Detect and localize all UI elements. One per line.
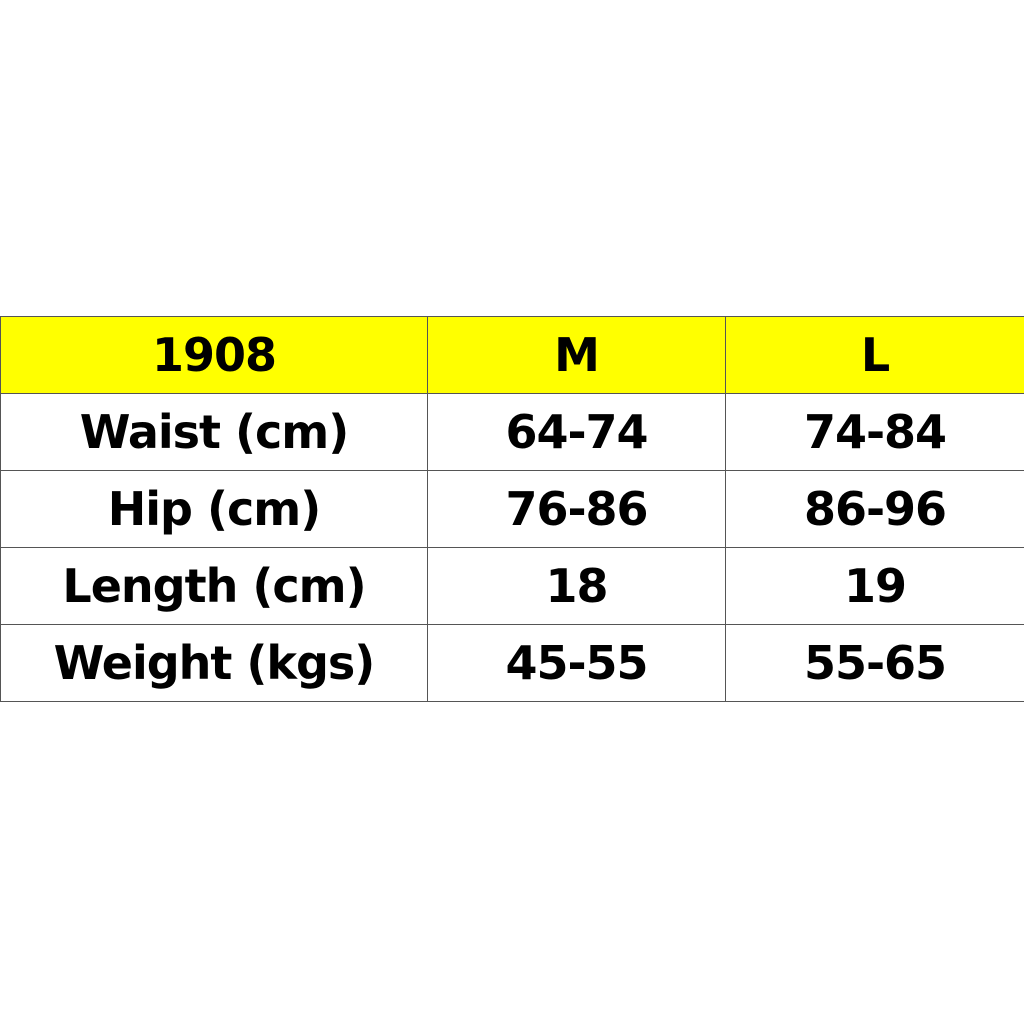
cell-m: 45-55 [427,624,726,702]
table-row: Length (cm) 18 19 [0,547,1024,625]
cell-l: 19 [725,547,1024,625]
header-model: 1908 [0,316,428,394]
cell-m: 76-86 [427,470,726,548]
row-label: Length (cm) [0,547,428,625]
row-label: Weight (kgs) [0,624,428,702]
table-row: Weight (kgs) 45-55 55-65 [0,624,1024,702]
table-row: Waist (cm) 64-74 74-84 [0,393,1024,471]
cell-l: 55-65 [725,624,1024,702]
header-size-m: M [427,316,726,394]
cell-m: 64-74 [427,393,726,471]
cell-l: 86-96 [725,470,1024,548]
cell-l: 74-84 [725,393,1024,471]
size-chart-table: 1908 M L Waist (cm) 64-74 74-84 Hip (cm)… [0,316,1024,702]
header-size-l: L [725,316,1024,394]
table-row: Hip (cm) 76-86 86-96 [0,470,1024,548]
header-row: 1908 M L [0,316,1024,394]
cell-m: 18 [427,547,726,625]
row-label: Hip (cm) [0,470,428,548]
row-label: Waist (cm) [0,393,428,471]
